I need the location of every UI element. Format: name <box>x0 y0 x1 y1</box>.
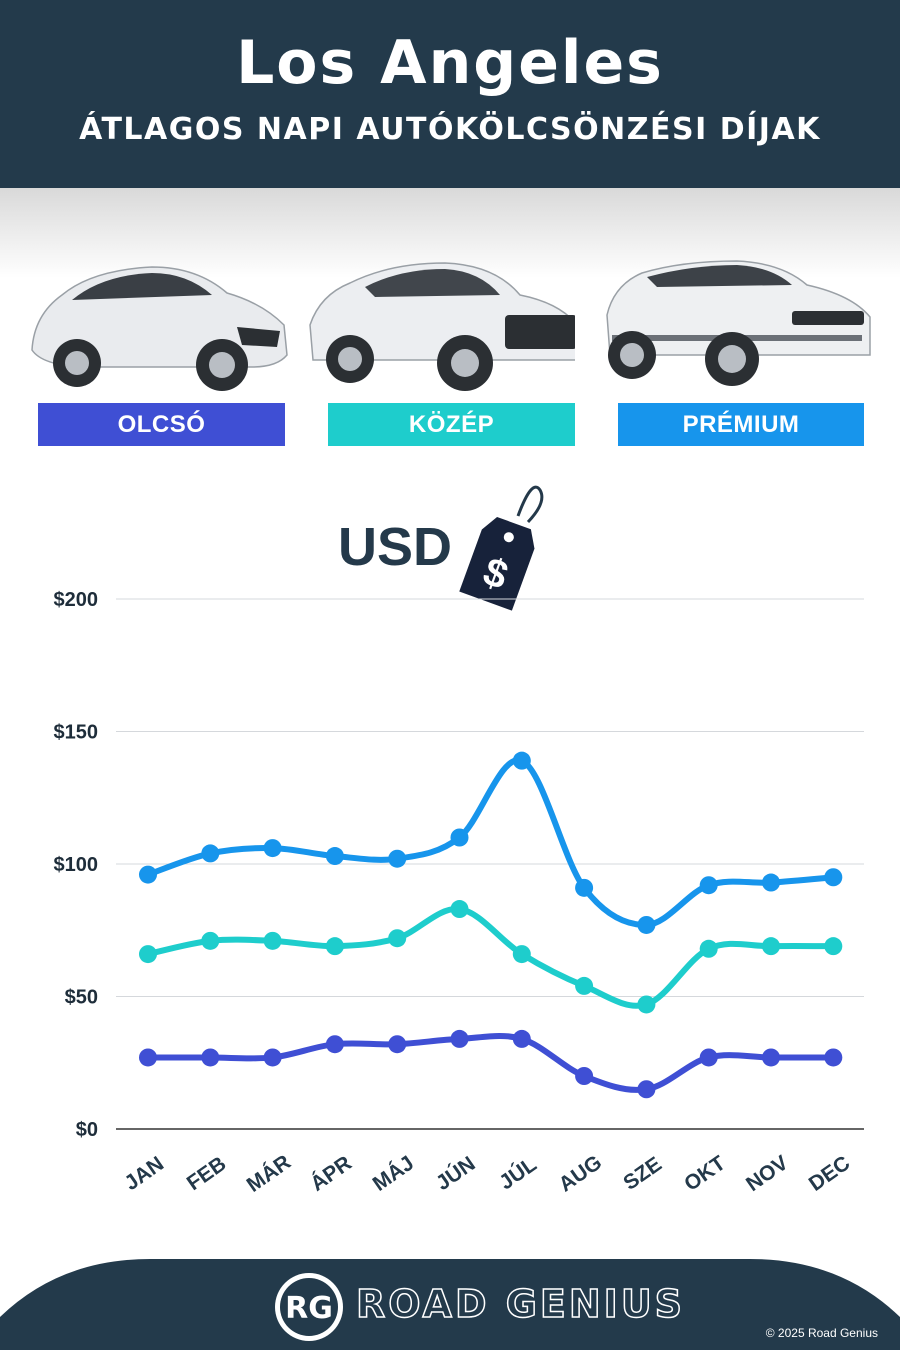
data-point <box>824 868 843 887</box>
footer-banner <box>0 1259 900 1350</box>
x-tick-label: MÁR <box>243 1151 295 1197</box>
y-tick-label: $150 <box>54 722 99 744</box>
data-point <box>388 849 407 868</box>
data-point <box>575 878 594 897</box>
data-point <box>325 1035 344 1054</box>
data-point <box>762 937 780 956</box>
data-point <box>139 865 157 884</box>
data-point <box>762 1048 780 1067</box>
tier-label-olcso: OLCSÓ <box>38 403 285 446</box>
x-tick-label: OKT <box>680 1151 730 1195</box>
series-line <box>145 906 837 1009</box>
road-genius-logo-icon: RG <box>275 1273 343 1341</box>
data-point <box>762 873 780 892</box>
page-subtitle: ÁTLAGOS NAPI AUTÓKÖLCSÖNZÉSI DÍJAK <box>79 112 821 147</box>
suv-car-image <box>309 262 575 391</box>
logo-monogram: RG <box>285 1291 333 1326</box>
data-point <box>450 828 469 847</box>
data-point <box>637 915 656 934</box>
series-line <box>145 757 837 928</box>
y-tick-label: $200 <box>54 589 99 611</box>
x-tick-label: JÚL <box>495 1152 541 1195</box>
rental-price-line-chart: $0 $50 $100 $150 $200 JAN FEB MÁR ÁPR MÁJ JÚN JÚL A… <box>54 589 864 1197</box>
data-point <box>450 900 469 919</box>
series-line <box>145 1032 837 1093</box>
y-tick-label: $0 <box>76 1119 98 1141</box>
data-point <box>699 876 718 895</box>
data-point <box>201 1048 220 1067</box>
x-tick-label: MÁJ <box>369 1152 419 1196</box>
x-tick-label: JAN <box>120 1152 168 1195</box>
data-point <box>699 1048 718 1067</box>
data-point <box>263 931 282 950</box>
data-point <box>450 1029 469 1048</box>
data-point <box>824 937 843 956</box>
data-point <box>824 1048 843 1067</box>
currency-label: USD <box>338 517 453 577</box>
x-tick-label: FEB <box>183 1152 231 1195</box>
data-point <box>263 1048 282 1067</box>
premium-suv-car-image <box>606 260 871 386</box>
data-point <box>325 847 344 866</box>
x-tick-label: DEC <box>805 1152 855 1196</box>
x-tick-label: AUG <box>555 1151 606 1197</box>
data-point <box>575 976 594 995</box>
price-tag-icon: $ <box>459 485 544 611</box>
data-point <box>637 1080 656 1099</box>
data-point <box>263 839 282 858</box>
x-tick-label: NOV <box>742 1151 792 1196</box>
x-tick-label: JÚN <box>431 1151 479 1195</box>
data-point <box>388 1035 407 1054</box>
brand-name: ROAD GENIUS <box>355 1281 686 1327</box>
x-tick-label: ÁPR <box>306 1152 356 1196</box>
y-tick-label: $50 <box>65 987 98 1009</box>
data-point <box>139 945 157 964</box>
copyright-text: © 2025 Road Genius <box>765 1326 878 1340</box>
hatchback-car-image <box>31 266 288 391</box>
data-point <box>575 1067 594 1085</box>
data-point <box>512 945 531 964</box>
y-tick-label: $100 <box>54 854 99 876</box>
data-point <box>512 1029 531 1048</box>
data-point <box>388 929 407 948</box>
tier-label-premium: PRÉMIUM <box>618 403 864 446</box>
data-point <box>637 995 656 1014</box>
data-point <box>699 939 718 958</box>
data-point <box>201 931 220 950</box>
data-point <box>139 1048 157 1067</box>
data-point <box>325 937 344 956</box>
data-point <box>201 844 220 863</box>
tier-label-kozep: KÖZÉP <box>328 403 575 446</box>
data-point <box>512 751 531 770</box>
page-title: Los Angeles <box>236 28 664 98</box>
header: Los Angeles ÁTLAGOS NAPI AUTÓKÖLCSÖNZÉSI… <box>0 0 900 188</box>
x-tick-label: SZE <box>619 1153 666 1195</box>
